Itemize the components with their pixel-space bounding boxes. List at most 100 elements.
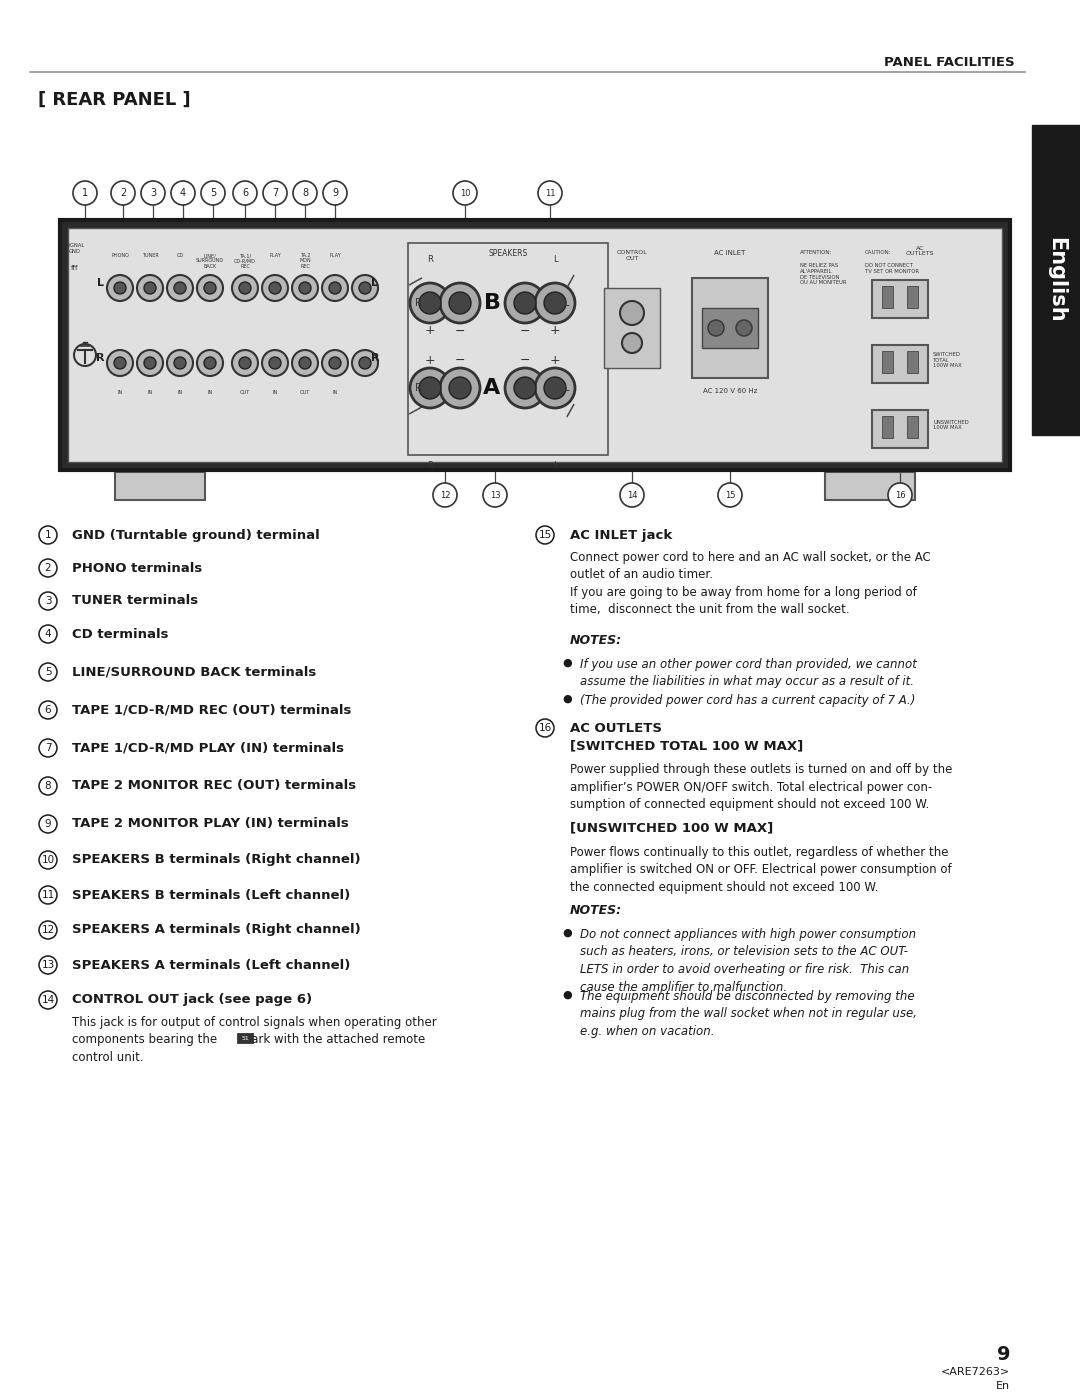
Text: 16: 16: [538, 724, 552, 733]
Circle shape: [137, 275, 163, 300]
Text: TA.2
MON
REC: TA.2 MON REC: [299, 253, 311, 268]
Text: SPEAKERS A terminals (Left channel): SPEAKERS A terminals (Left channel): [72, 958, 350, 971]
Text: SWITCHED
TOTAL
100W MAX: SWITCHED TOTAL 100W MAX: [933, 352, 962, 369]
Text: SPEAKERS A terminals (Right channel): SPEAKERS A terminals (Right channel): [72, 923, 361, 936]
Text: 12: 12: [440, 490, 450, 500]
Circle shape: [171, 182, 195, 205]
Circle shape: [137, 351, 163, 376]
Circle shape: [144, 282, 156, 293]
Text: 9: 9: [44, 819, 52, 828]
Text: R: R: [427, 461, 433, 469]
Text: [SWITCHED TOTAL 100 W MAX]: [SWITCHED TOTAL 100 W MAX]: [570, 739, 804, 753]
Text: 3: 3: [44, 597, 52, 606]
Circle shape: [453, 182, 477, 205]
Text: NOTES:: NOTES:: [570, 904, 622, 916]
Circle shape: [483, 483, 507, 507]
Text: \: \: [562, 402, 579, 418]
Bar: [872, 279, 928, 319]
Circle shape: [708, 320, 724, 337]
Circle shape: [232, 275, 258, 300]
Text: 9: 9: [997, 1345, 1010, 1365]
Text: R: R: [427, 256, 433, 264]
Circle shape: [264, 182, 287, 205]
Circle shape: [888, 483, 912, 507]
Circle shape: [262, 351, 288, 376]
Circle shape: [536, 527, 554, 543]
Bar: [702, 307, 758, 348]
Text: A: A: [484, 379, 501, 398]
Text: 4: 4: [44, 629, 52, 638]
Text: L: L: [372, 278, 378, 288]
Circle shape: [107, 351, 133, 376]
Bar: [604, 288, 660, 367]
Text: If you use an other power cord than provided, we cannot
assume the liabilities i: If you use an other power cord than prov…: [580, 658, 917, 689]
Circle shape: [107, 275, 133, 300]
Text: /: /: [407, 402, 423, 418]
Circle shape: [535, 284, 575, 323]
Bar: [1032, 124, 1080, 434]
Circle shape: [544, 377, 566, 400]
Circle shape: [73, 182, 97, 205]
Text: 10: 10: [460, 189, 470, 197]
Text: UNSWITCHED
100W MAX: UNSWITCHED 100W MAX: [933, 419, 969, 430]
Text: AC 120 V 60 Hz: AC 120 V 60 Hz: [703, 388, 757, 394]
Bar: [872, 409, 928, 448]
Circle shape: [322, 275, 348, 300]
Text: English: English: [1047, 237, 1066, 323]
Text: −: −: [455, 324, 465, 338]
Text: 51: 51: [241, 1035, 248, 1041]
Text: 1: 1: [82, 189, 89, 198]
Circle shape: [269, 282, 281, 293]
Text: R: R: [415, 383, 421, 393]
Circle shape: [536, 719, 554, 738]
Text: OUT: OUT: [300, 391, 310, 395]
Text: 15: 15: [725, 490, 735, 500]
Text: This jack is for output of control signals when operating other
components beari: This jack is for output of control signa…: [72, 1016, 436, 1065]
Text: AC INLET jack: AC INLET jack: [570, 528, 672, 542]
Text: 3: 3: [150, 189, 157, 198]
Circle shape: [204, 282, 216, 293]
Text: (The provided power cord has a current capacity of 7 A.): (The provided power cord has a current c…: [580, 694, 916, 707]
Circle shape: [622, 332, 642, 353]
Text: AC OUTLETS: AC OUTLETS: [570, 721, 662, 735]
Circle shape: [514, 292, 536, 314]
Circle shape: [39, 814, 57, 833]
Text: +: +: [550, 324, 561, 338]
Circle shape: [505, 367, 545, 408]
Text: TAPE 2 MONITOR REC (OUT) terminals: TAPE 2 MONITOR REC (OUT) terminals: [72, 780, 356, 792]
Text: /: /: [407, 272, 423, 289]
Text: [UNSWITCHED 100 W MAX]: [UNSWITCHED 100 W MAX]: [570, 821, 773, 834]
Text: −: −: [519, 353, 530, 366]
Text: R: R: [96, 353, 105, 363]
Text: +: +: [424, 353, 435, 366]
Text: 13: 13: [489, 490, 500, 500]
Circle shape: [299, 282, 311, 293]
Text: LINE/SURROUND BACK terminals: LINE/SURROUND BACK terminals: [72, 665, 316, 679]
Circle shape: [39, 664, 57, 680]
Circle shape: [293, 182, 318, 205]
Text: 12: 12: [41, 925, 55, 935]
Circle shape: [419, 377, 441, 400]
Circle shape: [269, 358, 281, 369]
Circle shape: [322, 351, 348, 376]
Text: IN: IN: [272, 391, 278, 395]
Text: SIGNAL
GND: SIGNAL GND: [66, 243, 84, 254]
Text: ●: ●: [562, 928, 571, 937]
Text: SPEAKERS B terminals (Right channel): SPEAKERS B terminals (Right channel): [72, 854, 361, 866]
Circle shape: [39, 592, 57, 610]
Circle shape: [167, 351, 193, 376]
Circle shape: [111, 182, 135, 205]
Text: PHONO: PHONO: [111, 253, 129, 258]
Bar: [692, 278, 768, 379]
Text: En: En: [996, 1382, 1010, 1391]
Circle shape: [141, 182, 165, 205]
Circle shape: [440, 284, 480, 323]
Text: TAPE 1/CD-R/MD PLAY (IN) terminals: TAPE 1/CD-R/MD PLAY (IN) terminals: [72, 742, 345, 754]
Text: 13: 13: [41, 960, 55, 970]
Text: TUNER terminals: TUNER terminals: [72, 595, 198, 608]
Text: 8: 8: [44, 781, 52, 791]
Circle shape: [197, 275, 222, 300]
Text: Connect power cord to here and an AC wall socket, or the AC
outlet of an audio t: Connect power cord to here and an AC wal…: [570, 550, 931, 616]
Circle shape: [39, 624, 57, 643]
Text: R: R: [415, 298, 421, 307]
